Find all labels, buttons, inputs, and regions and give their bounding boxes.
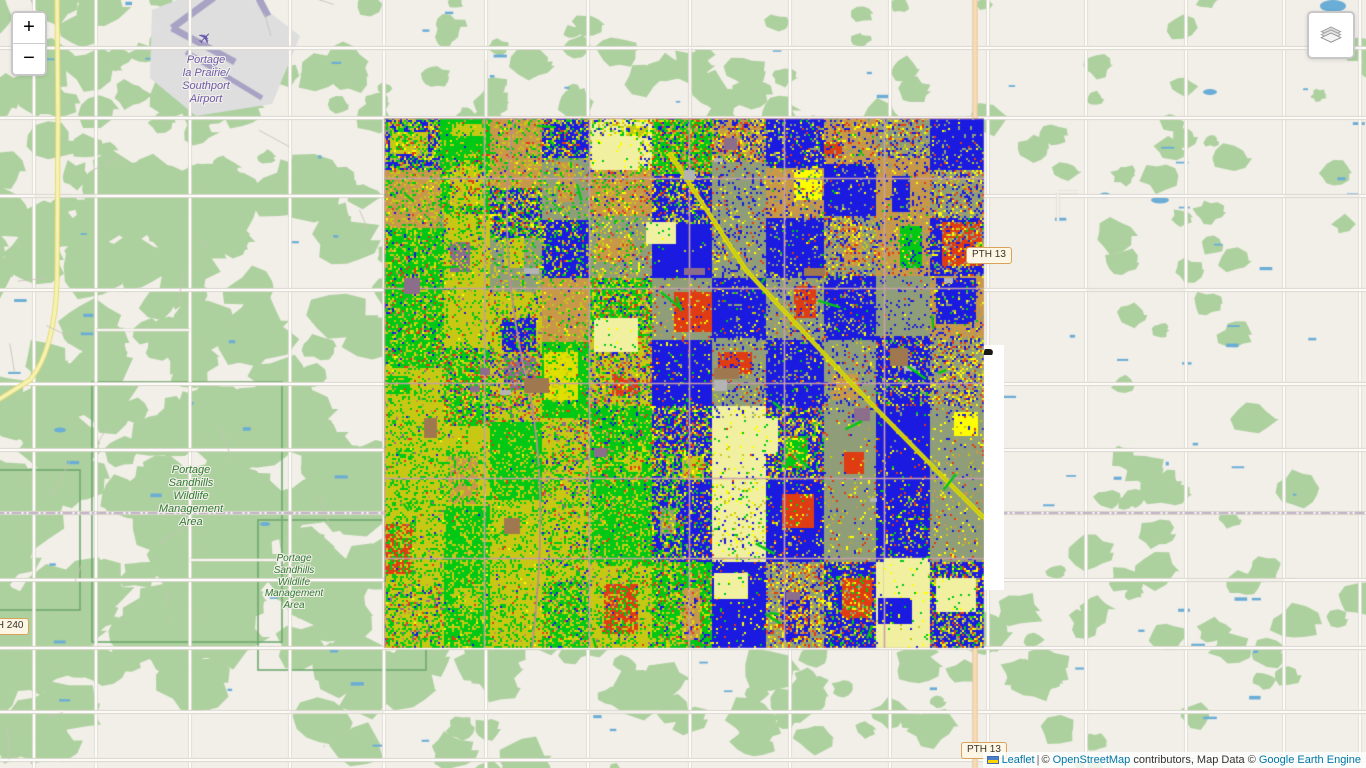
layers-stack-icon [1320, 26, 1342, 43]
attribution-copyright-gee: © [1247, 754, 1256, 766]
google-earth-engine-link[interactable]: Google Earth Engine [1258, 754, 1361, 766]
attribution-separator: | [1036, 754, 1040, 766]
loading-tile [983, 345, 1004, 590]
zoom-control[interactable]: + − [11, 11, 47, 76]
leaflet-link[interactable]: Leaflet [1001, 754, 1035, 766]
layers-control-toggle[interactable] [1307, 11, 1355, 59]
zoom-out-button[interactable]: − [13, 44, 45, 74]
highway-shield-pth13-north[interactable]: PTH 13 [966, 247, 1012, 264]
ukraine-flag-icon [986, 756, 999, 764]
attribution-contributors-text: contributors, Map Data [1133, 754, 1245, 766]
zoom-in-button[interactable]: + [13, 13, 45, 44]
attribution-bar[interactable]: Leaflet | © OpenStreetMap contributors, Ma… [982, 752, 1366, 768]
partial-label-fragment [983, 349, 994, 355]
highway-shield-clipped-west[interactable]: PTH 240 [0, 618, 30, 635]
attribution-copyright-osm: © [1041, 754, 1050, 766]
openstreetmap-link[interactable]: OpenStreetMap [1052, 754, 1131, 766]
